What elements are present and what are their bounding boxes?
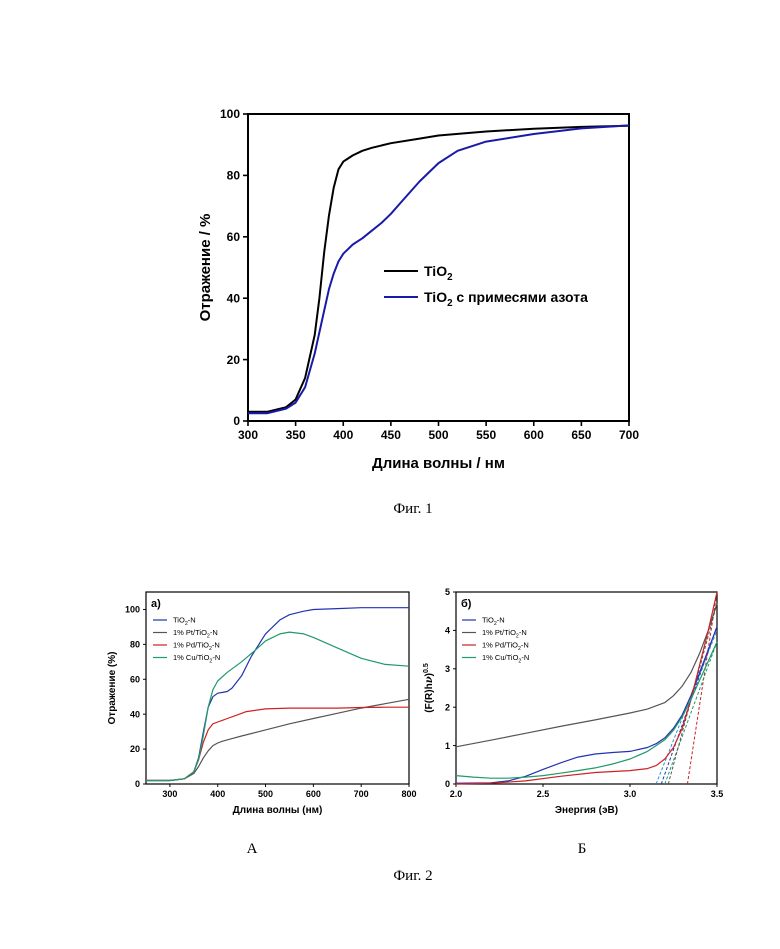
- fig2a-series-line: [146, 707, 409, 780]
- fig2a-x-tick-label: 300: [162, 789, 177, 799]
- fig2a-x-tick-label: 600: [306, 789, 321, 799]
- fig1-x-tick-label: 500: [428, 428, 448, 442]
- fig2a-y-axis-title: Отражение (%): [107, 652, 118, 725]
- fig1-x-tick-label: 400: [333, 428, 353, 442]
- fig2b-tangent-line: [687, 592, 717, 784]
- fig2a-x-tick-label: 400: [210, 789, 225, 799]
- figure-canvas: 300350400450500550600650700020406080100Д…: [0, 0, 780, 949]
- fig1-y-tick-label: 80: [227, 169, 241, 183]
- fig2b-y-tick-label: 3: [445, 664, 450, 674]
- figure-2-panel-b-chart: 2.0 2.5 3.0 3.5 0 1 2 3 4 5 Энергия (эВ) (F(R)hν)0.…: [423, 587, 723, 816]
- fig1-x-tick-label: 700: [619, 428, 639, 442]
- fig1-y-tick-label: 20: [227, 353, 241, 367]
- fig1-y-axis-title: Отражение / %: [197, 214, 214, 322]
- fig1-x-tick-label: 450: [381, 428, 401, 442]
- figure-2-panel-a-chart: 300 400 500 600 700 800 0 20 40 60 80 100 Длина волн…: [107, 592, 417, 816]
- fig2a-x-tick-label: 500: [258, 789, 273, 799]
- fig1-x-tick-label: 350: [286, 428, 306, 442]
- fig2b-legend-label: 1% Pt/TiO2-N: [482, 628, 527, 639]
- fig1-y-tick-label: 0: [233, 414, 240, 428]
- fig2a-y-tick-label: 80: [130, 640, 140, 650]
- fig1-x-tick-label: 550: [476, 428, 496, 442]
- fig2a-legend-label: 1% Pd/TiO2-N: [173, 641, 220, 652]
- fig2a-legend-label: 1% Cu/TiO2-N: [173, 653, 220, 664]
- fig2b-legend-label: 1% Pd/TiO2-N: [482, 641, 529, 652]
- fig2b-x-tick-label: 2.0: [450, 789, 463, 799]
- fig2b-series-line: [456, 642, 717, 778]
- fig2b-y-axis-title: (F(R)hν)0.5: [423, 663, 435, 713]
- figure-2-caption: Фиг. 2: [393, 868, 432, 884]
- fig2a-series-line: [146, 699, 409, 780]
- fig2b-x-tick-label: 3.5: [711, 789, 724, 799]
- fig2b-legend-label: 1% Cu/TiO2-N: [482, 653, 529, 664]
- figure-2-panel-a-label: А: [247, 841, 258, 857]
- fig2a-y-tick-label: 20: [130, 744, 140, 754]
- fig2a-x-tick-label: 800: [401, 789, 416, 799]
- fig2a-y-tick-label: 40: [130, 709, 140, 719]
- fig2b-y-tick-label: 1: [445, 741, 450, 751]
- fig1-legend-label: TiO2: [424, 263, 453, 283]
- fig1-legend-label: TiO2 с примесями азота: [424, 289, 588, 309]
- fig2a-x-axis-title: Длина волны (нм): [233, 805, 323, 816]
- fig1-x-tick-label: 650: [571, 428, 591, 442]
- fig2b-x-axis-title: Энергия (эВ): [555, 805, 618, 816]
- fig2a-legend-label: TiO2-N: [173, 616, 196, 627]
- fig1-x-axis-title: Длина волны / нм: [372, 455, 505, 472]
- fig2a-y-tick-label: 100: [125, 605, 140, 615]
- figure-1-chart: 300 350 400 450 500 550 600 650 700 0 20 40 60 80 100 Д…: [197, 107, 639, 472]
- fig2b-y-tick-label: 5: [445, 587, 450, 597]
- fig2b-x-tick-label: 2.5: [537, 789, 550, 799]
- fig1-y-tick-label: 60: [227, 230, 241, 244]
- fig2b-y-tick-label: 2: [445, 702, 450, 712]
- figure-1-caption: Фиг. 1: [393, 501, 432, 517]
- figure-2-panel-b-label: Б: [578, 841, 587, 857]
- fig1-x-tick-label: 600: [524, 428, 544, 442]
- fig2a-legend-label: 1% Pt/TiO2-N: [173, 628, 218, 639]
- fig2b-panel-tag: б): [461, 598, 472, 610]
- fig2a-y-tick-label: 60: [130, 674, 140, 684]
- fig1-x-tick-label: 300: [238, 428, 258, 442]
- fig2a-panel-tag: а): [151, 598, 161, 610]
- fig2b-x-tick-label: 3.0: [624, 789, 637, 799]
- fig2a-y-tick-label: 0: [135, 779, 140, 789]
- fig2a-x-tick-label: 700: [354, 789, 369, 799]
- fig1-y-tick-label: 40: [227, 291, 241, 305]
- fig2b-y-tick-label: 4: [445, 626, 450, 636]
- fig2b-series-line: [456, 627, 717, 784]
- fig1-y-tick-label: 100: [220, 107, 240, 121]
- fig2b-y-tick-label: 0: [445, 779, 450, 789]
- fig2b-legend-label: TiO2-N: [482, 616, 505, 627]
